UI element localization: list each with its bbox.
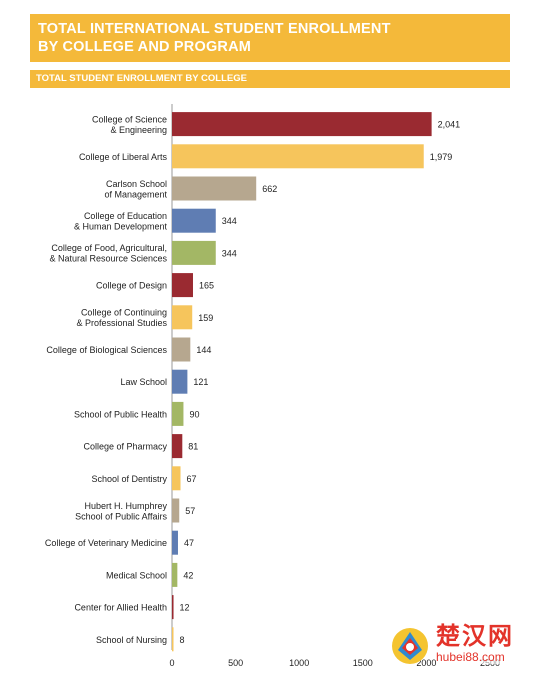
- bar: [172, 401, 184, 426]
- header-banner: TOTAL INTERNATIONAL STUDENT ENROLLMENT B…: [30, 14, 510, 62]
- bar: [172, 562, 178, 587]
- category-label: School of Public Health: [74, 409, 167, 419]
- value-label: 144: [196, 345, 211, 355]
- bar: [172, 595, 174, 620]
- bar: [172, 369, 188, 394]
- bar: [172, 627, 174, 652]
- bar: [172, 434, 183, 459]
- category-label: Hubert H. Humphrey School of Public Affai…: [75, 501, 167, 522]
- value-label: 12: [180, 603, 190, 613]
- category-label: College of Biological Sciences: [46, 345, 167, 355]
- category-label: College of Pharmacy: [83, 442, 167, 452]
- subheader-banner: TOTAL STUDENT ENROLLMENT BY COLLEGE: [30, 70, 510, 88]
- bar: [172, 337, 191, 362]
- value-label: 57: [185, 506, 195, 516]
- x-tick-label: 2000: [416, 658, 436, 668]
- bar: [172, 498, 180, 523]
- bar: [172, 144, 424, 169]
- category-label: Law School: [120, 377, 167, 387]
- bar: [172, 305, 193, 330]
- value-label: 662: [262, 184, 277, 194]
- value-label: 47: [184, 538, 194, 548]
- value-label: 67: [187, 474, 197, 484]
- category-label: Center for Allied Health: [74, 603, 167, 613]
- bar: [172, 112, 432, 137]
- category-label: College of Continuing & Professional Stud…: [76, 308, 167, 329]
- x-tick-label: 500: [228, 658, 243, 668]
- watermark-url: hubei88.com: [436, 650, 505, 664]
- bar: [172, 273, 193, 298]
- x-tick-label: 0: [169, 658, 174, 668]
- value-label: 344: [222, 216, 237, 226]
- chart-subtitle: TOTAL STUDENT ENROLLMENT BY COLLEGE: [36, 73, 247, 84]
- watermark-logo-icon: [392, 628, 428, 664]
- bar: [172, 208, 216, 233]
- category-label: College of Design: [96, 281, 167, 291]
- category-label: Medical School: [106, 570, 167, 580]
- category-label: College of Food, Agricultural, & Natural …: [49, 243, 167, 264]
- category-label: School of Nursing: [96, 635, 167, 645]
- value-label: 159: [198, 313, 213, 323]
- value-label: 42: [183, 570, 193, 580]
- bar: [172, 176, 257, 201]
- value-label: 344: [222, 248, 237, 258]
- value-label: 8: [180, 635, 185, 645]
- category-label: College of Science & Engineering: [92, 114, 167, 135]
- x-tick-label: 1500: [353, 658, 373, 668]
- category-label: Carlson School of Management: [104, 179, 167, 200]
- watermark-text: 楚汉网: [436, 623, 514, 650]
- value-label: 1,979: [430, 152, 453, 162]
- bar: [172, 466, 181, 491]
- value-label: 165: [199, 281, 214, 291]
- value-label: 81: [188, 442, 198, 452]
- value-label: 121: [193, 377, 208, 387]
- watermark: 楚汉网 hubei88.com: [384, 622, 534, 670]
- category-label: College of Liberal Arts: [79, 152, 168, 162]
- value-label: 90: [189, 409, 199, 419]
- category-label: School of Dentistry: [91, 474, 167, 484]
- bar: [172, 240, 216, 265]
- category-label: College of Education & Human Development: [74, 211, 168, 232]
- x-tick-label: 1000: [289, 658, 309, 668]
- bar: [172, 530, 178, 555]
- value-label: 2,041: [438, 120, 461, 130]
- category-label: College of Veterinary Medicine: [45, 538, 167, 548]
- page-title: TOTAL INTERNATIONAL STUDENT ENROLLMENT B…: [38, 21, 391, 55]
